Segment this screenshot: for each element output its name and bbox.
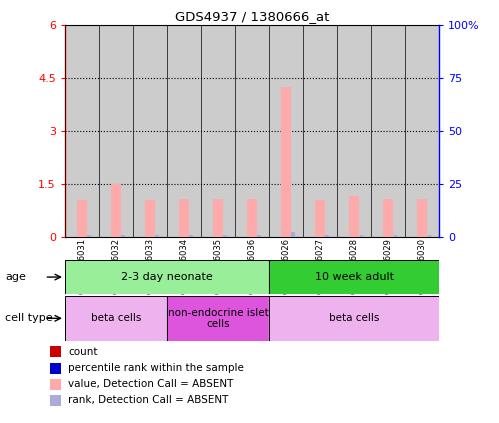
Bar: [281, 87, 291, 237]
Text: cell type: cell type: [5, 313, 52, 323]
Bar: [269, 25, 303, 237]
Bar: [349, 196, 359, 237]
Bar: [315, 200, 325, 237]
Text: non-endocrine islet
cells: non-endocrine islet cells: [168, 308, 268, 329]
Bar: [121, 235, 125, 237]
Bar: [247, 199, 257, 237]
Text: age: age: [5, 272, 26, 282]
Bar: [325, 235, 329, 237]
Bar: [383, 199, 393, 237]
Bar: [428, 235, 431, 237]
Bar: [65, 296, 167, 341]
Bar: [155, 235, 159, 237]
Text: 2-3 day neonate: 2-3 day neonate: [121, 272, 213, 282]
Text: rank, Detection Call = ABSENT: rank, Detection Call = ABSENT: [68, 395, 229, 405]
Bar: [167, 25, 201, 237]
Bar: [65, 260, 269, 294]
Bar: [87, 235, 91, 237]
Bar: [405, 25, 439, 237]
Bar: [224, 235, 227, 237]
Text: beta cells: beta cells: [329, 313, 379, 323]
Text: value, Detection Call = ABSENT: value, Detection Call = ABSENT: [68, 379, 234, 389]
Bar: [291, 232, 295, 237]
Bar: [77, 200, 87, 237]
Bar: [417, 199, 427, 237]
Bar: [190, 235, 193, 237]
Bar: [65, 25, 99, 237]
Bar: [179, 199, 189, 237]
Bar: [257, 235, 261, 237]
Bar: [269, 296, 439, 341]
Bar: [111, 184, 121, 237]
Text: beta cells: beta cells: [91, 313, 141, 323]
Bar: [133, 25, 167, 237]
Bar: [167, 296, 269, 341]
Bar: [201, 25, 235, 237]
Bar: [303, 25, 337, 237]
Bar: [394, 235, 397, 237]
Bar: [145, 200, 155, 237]
Bar: [337, 25, 371, 237]
Bar: [269, 260, 439, 294]
Title: GDS4937 / 1380666_at: GDS4937 / 1380666_at: [175, 10, 329, 23]
Text: 10 week adult: 10 week adult: [314, 272, 394, 282]
Bar: [371, 25, 405, 237]
Text: count: count: [68, 347, 98, 357]
Bar: [99, 25, 133, 237]
Text: percentile rank within the sample: percentile rank within the sample: [68, 363, 244, 373]
Bar: [235, 25, 269, 237]
Bar: [213, 199, 223, 237]
Bar: [359, 235, 363, 237]
